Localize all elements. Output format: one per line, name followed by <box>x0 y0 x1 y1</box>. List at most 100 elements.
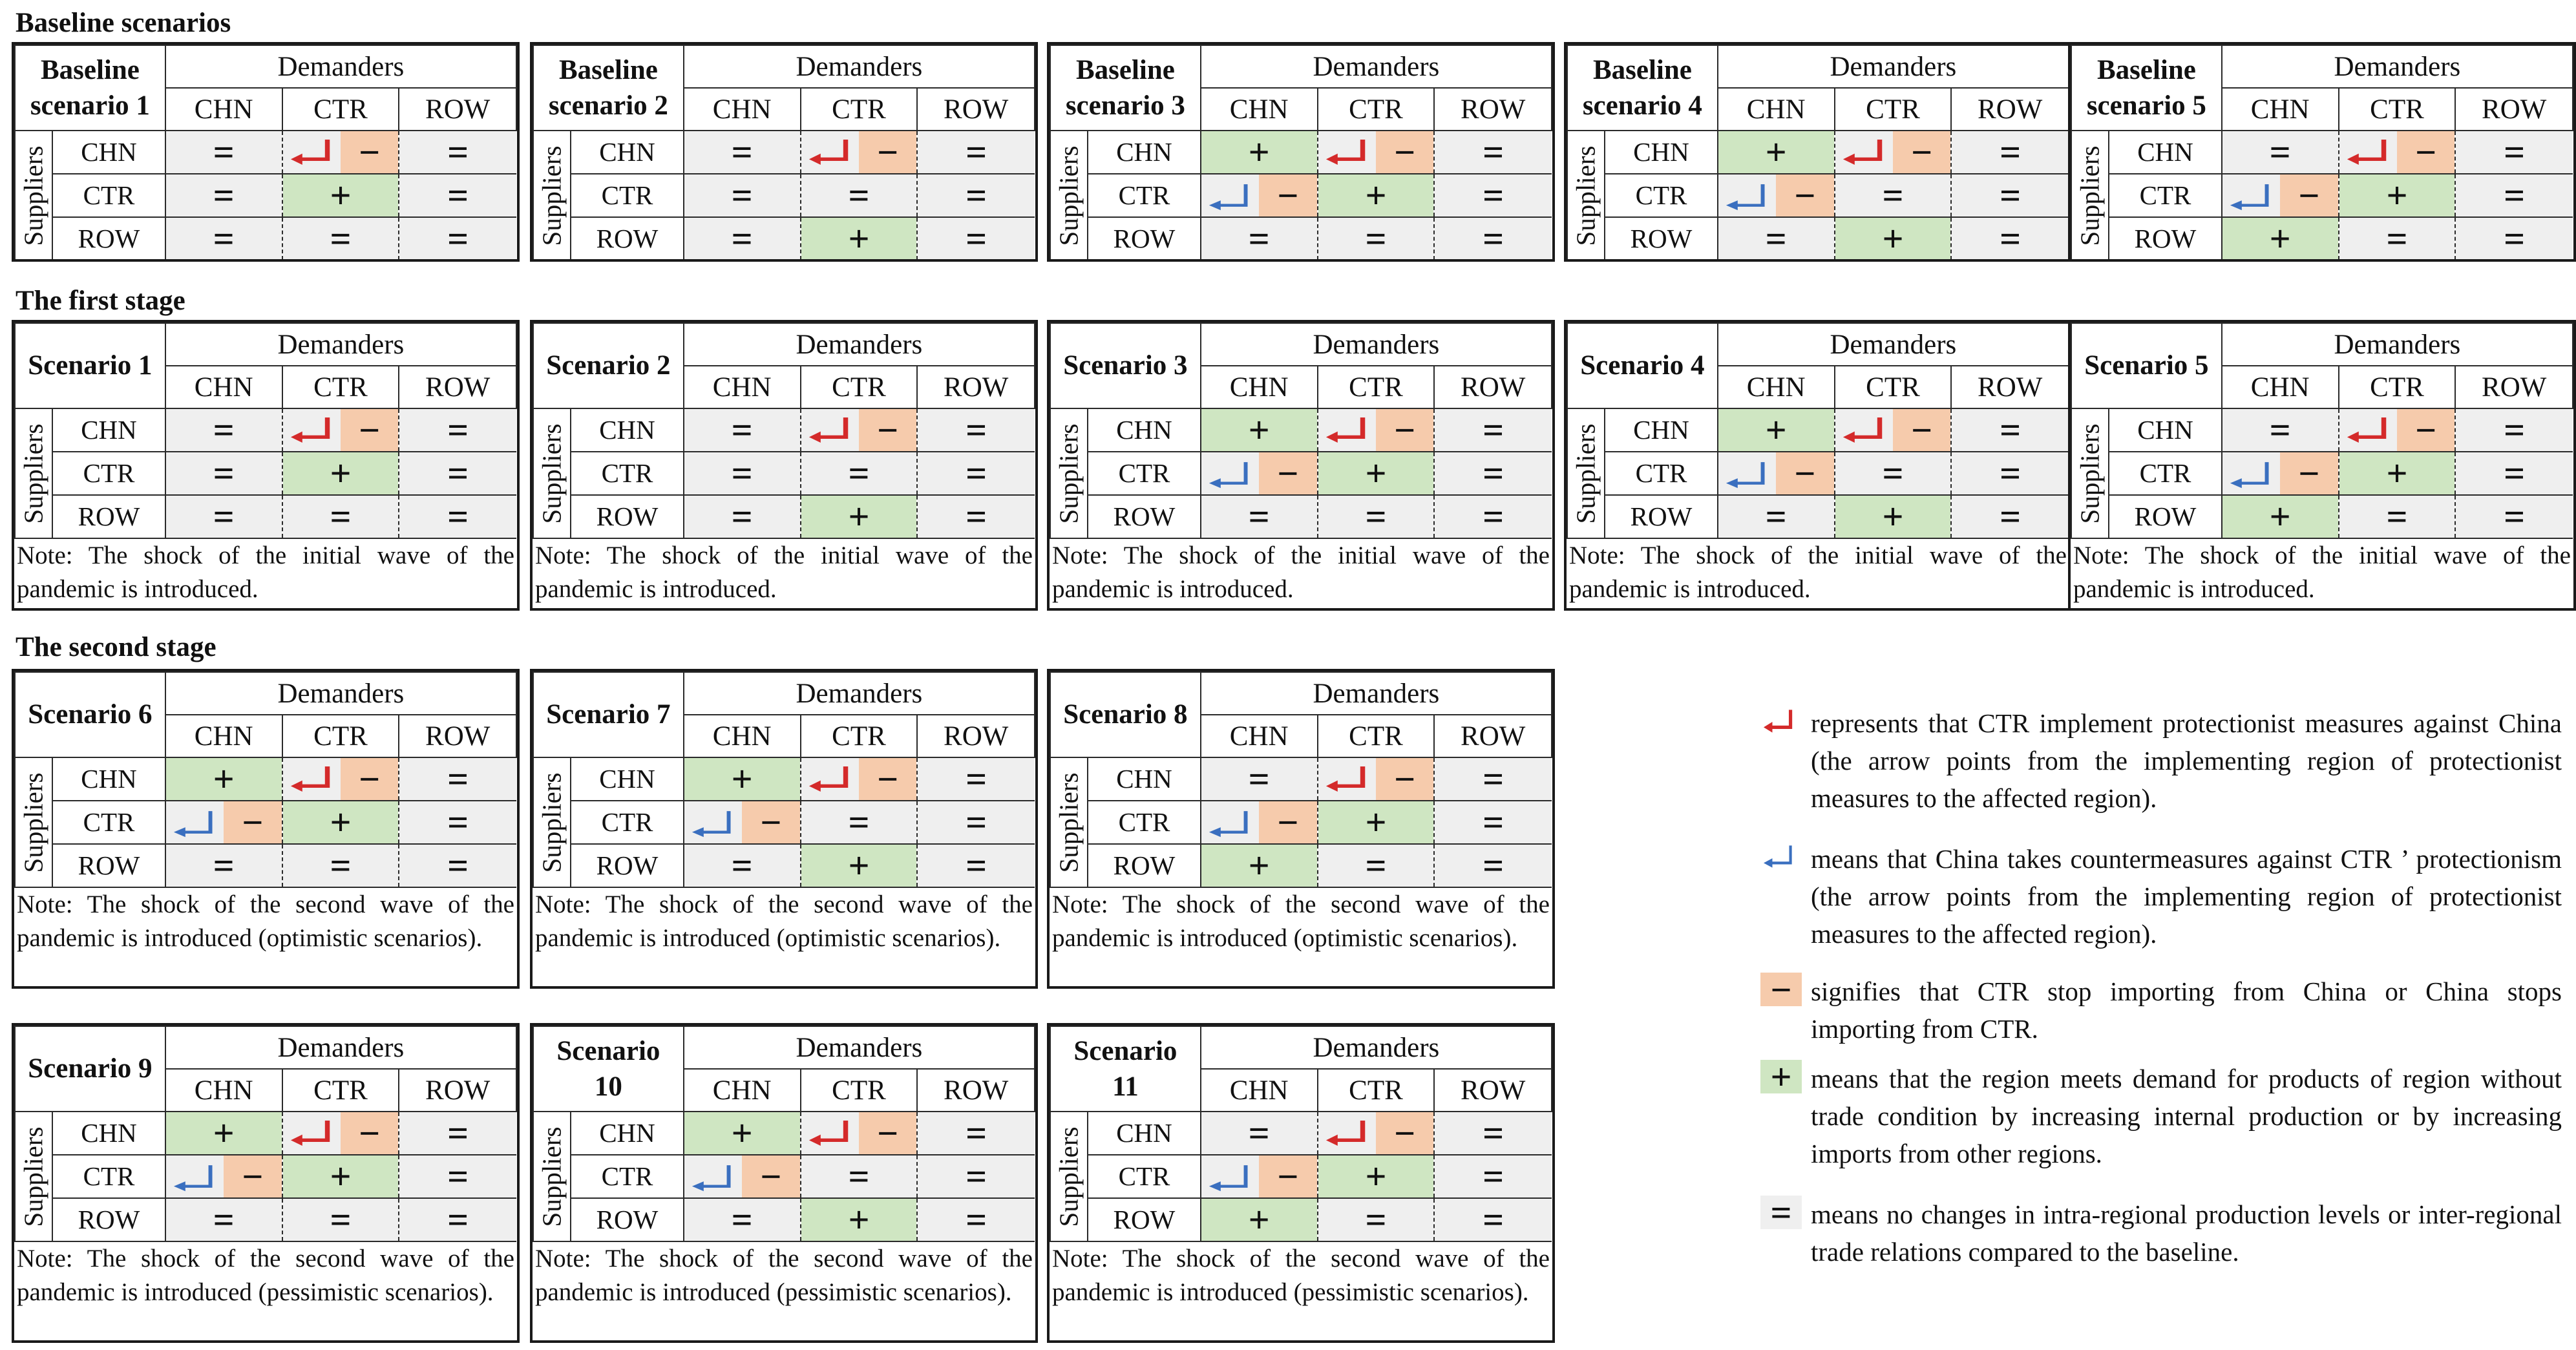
matrix-cell: = <box>1316 1197 1435 1242</box>
matrix-cell: = <box>1950 408 2069 452</box>
scenario-title: Baseline scenario 1 <box>14 45 166 131</box>
supplier-row-label: CHN <box>52 1111 166 1155</box>
supplier-row-label: CHN <box>1605 408 1718 452</box>
matrix-cell: = <box>398 216 516 259</box>
demanders-header: Demanders <box>682 671 1035 715</box>
equals-sign: = <box>2386 217 2408 260</box>
matrix-cell: = <box>281 843 400 888</box>
suppliers-header: Suppliers <box>1050 757 1089 888</box>
supplier-row-label: CTR <box>1088 173 1201 218</box>
minus-sign: − <box>1259 1156 1316 1197</box>
minus-sign: − <box>858 1113 916 1154</box>
scenario-panel: Scenario 6 Demanders CHN CTR ROW Suppliers CHN… <box>12 669 520 989</box>
red-arrow-icon <box>284 1113 341 1154</box>
equals-sign: = <box>966 757 987 800</box>
demander-col-header: ROW <box>398 714 517 758</box>
minus-sign: − <box>2396 410 2455 450</box>
supplier-row-label: CTR <box>1088 451 1201 496</box>
matrix-cell: = <box>1433 800 1552 845</box>
supplier-row-label: CHN <box>52 130 166 174</box>
equals-sign: = <box>966 452 987 494</box>
matrix-cell: + <box>164 757 283 801</box>
supplier-row-label: CHN <box>1088 757 1201 801</box>
matrix-cell: + <box>1716 130 1835 174</box>
scenario-panel: Baseline scenario 4 Demanders CHN CTR ROW Sup… <box>1564 42 2072 262</box>
supplier-row-label: CHN <box>571 757 684 801</box>
equals-sign: = <box>1248 217 1270 260</box>
demanders-header: Demanders <box>2221 322 2573 366</box>
red-arrow-icon <box>284 759 341 799</box>
equals-sign: = <box>1483 131 1504 173</box>
matrix-cell: = <box>682 216 801 259</box>
equals-sign: = <box>966 408 987 451</box>
matrix-cell: = <box>398 130 516 174</box>
demanders-header: Demanders <box>1199 322 1552 366</box>
equals-sign: = <box>2000 217 2022 260</box>
scenario-matrix: Scenario 4 Demanders CHN CTR ROW Suppliers CHN… <box>1567 322 2069 539</box>
plus-sign: + <box>330 801 352 843</box>
demander-col-header: ROW <box>1433 87 1552 131</box>
supplier-row-label: CTR <box>52 800 166 845</box>
demander-col-header: CHN <box>1199 1068 1318 1112</box>
blue-arrow-icon <box>685 802 742 843</box>
minus-sign: − <box>1375 1113 1433 1154</box>
matrix-cell: − <box>1316 1111 1435 1155</box>
scenario-matrix: Scenario 11 Demanders CHN CTR ROW Suppliers CH… <box>1050 1026 1552 1242</box>
matrix-cell: = <box>799 800 918 845</box>
scenario-note: Note: The shock of the initial wave of t… <box>2073 542 2571 603</box>
scenario-matrix: Baseline scenario 2 Demanders CHN CTR ROW Sup… <box>533 45 1035 259</box>
equals-sign: = <box>1483 495 1504 538</box>
demander-col-header: CTR <box>2338 87 2456 131</box>
matrix-cell: = <box>916 494 1035 539</box>
equals-sign: = <box>1365 844 1387 887</box>
scenario-note: Note: The shock of the second wave of th… <box>17 891 514 952</box>
demanders-header: Demanders <box>1716 45 2069 89</box>
matrix-cell: = <box>1199 1111 1318 1155</box>
supplier-row-label: CTR <box>571 451 684 496</box>
matrix-cell: = <box>1433 1154 1552 1199</box>
equals-sign: = <box>848 1155 870 1197</box>
matrix-cell: = <box>1833 451 1952 496</box>
plus-sign: + <box>848 844 870 887</box>
suppliers-header: Suppliers <box>533 408 572 539</box>
red-arrow-icon <box>802 132 859 173</box>
matrix-cell: = <box>1716 494 1835 539</box>
matrix-cell: − <box>1316 130 1435 174</box>
minus-sign: − <box>1892 132 1950 173</box>
matrix-cell: + <box>1716 408 1835 452</box>
matrix-cell: − <box>2338 130 2456 174</box>
matrix-cell: = <box>682 408 801 452</box>
red-arrow-icon <box>802 410 859 450</box>
scenario-panel: Scenario 4 Demanders CHN CTR ROW Suppliers CHN… <box>1564 320 2072 611</box>
plus-sign: + <box>213 1112 235 1154</box>
supplier-row-label: CTR <box>571 173 684 218</box>
matrix-cell: + <box>682 757 801 801</box>
scenario-matrix: Baseline scenario 5 Demanders CHN CTR ROW Sup… <box>2071 45 2573 260</box>
equals-sign: = <box>1365 1198 1387 1241</box>
supplier-row-label: CTR <box>2109 173 2222 218</box>
legend-text: signifies that CTR stop importing from C… <box>1811 976 2562 1044</box>
equals-sign: = <box>966 1155 987 1197</box>
matrix-cell: + <box>799 1197 918 1242</box>
equals-sign: = <box>966 1198 987 1241</box>
supplier-row-label: ROW <box>52 216 166 259</box>
scenario-title: Scenario 7 <box>533 671 684 758</box>
equals-sign: = <box>1483 1155 1504 1197</box>
demanders-header: Demanders <box>164 671 517 715</box>
equals-sign: = <box>447 1112 469 1154</box>
suppliers-header: Suppliers <box>533 130 572 259</box>
equals-sign: = <box>966 801 987 843</box>
matrix-cell: = <box>916 451 1035 496</box>
supplier-row-label: CHN <box>1088 408 1201 452</box>
matrix-cell: = <box>916 757 1035 801</box>
matrix-cell: − <box>2338 408 2456 452</box>
matrix-cell: = <box>1950 451 2069 496</box>
matrix-cell: = <box>916 1111 1035 1155</box>
equals-sign: = <box>1483 408 1504 451</box>
matrix-cell: = <box>1316 843 1435 888</box>
equals-sign: = <box>447 1198 469 1241</box>
equals-sign: = <box>1765 217 1787 260</box>
matrix-cell: = <box>916 800 1035 845</box>
plus-sign: + <box>213 757 235 800</box>
matrix-cell: − <box>799 1111 918 1155</box>
